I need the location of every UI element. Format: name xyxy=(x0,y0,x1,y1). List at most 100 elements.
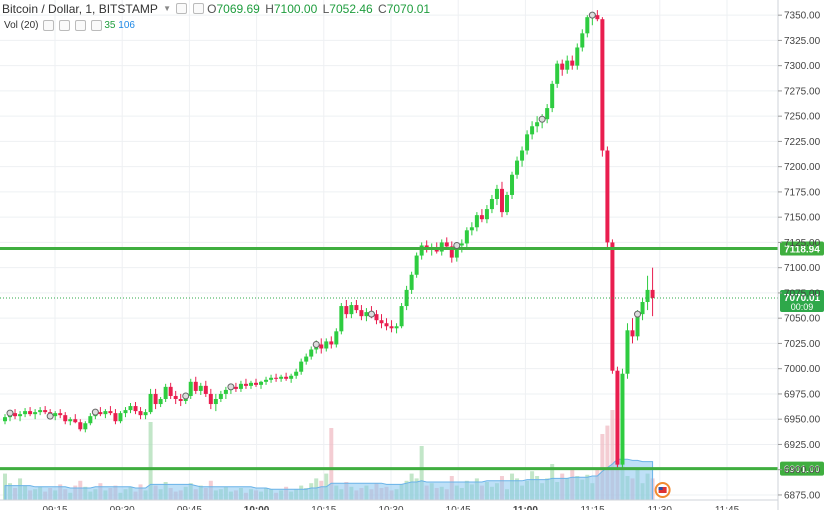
candle-body xyxy=(474,215,479,228)
candle-body xyxy=(565,60,570,70)
volume-value: 35 xyxy=(104,20,116,32)
candle-body xyxy=(299,361,304,372)
candle-body xyxy=(479,215,484,220)
candle-body xyxy=(635,314,640,337)
price-tick-label: 7200.00 xyxy=(784,162,821,173)
last-price-label: 7070.01 xyxy=(784,293,821,304)
candle-body xyxy=(469,227,474,231)
candle-body xyxy=(289,375,294,379)
price-axis[interactable]: 6875.00 6900.00 6925.00 6950.00 6975.00 7000.… xyxy=(777,0,821,510)
price-tick-label: 7300.00 xyxy=(784,61,821,72)
time-tick-label: 11:00 xyxy=(513,505,538,510)
price-tick-label: 6900.00 xyxy=(784,465,821,476)
candle-body xyxy=(389,326,394,329)
volume-bar xyxy=(605,425,610,500)
settings-icon[interactable] xyxy=(192,3,204,15)
time-tick-label: 10:15 xyxy=(311,505,336,510)
settings-icon[interactable] xyxy=(59,20,71,31)
volume-ma-area xyxy=(4,458,654,501)
candle-body xyxy=(344,306,349,315)
candle-body xyxy=(449,246,454,258)
visibility-toggle-icon[interactable] xyxy=(43,20,55,31)
time-tick-label: 11:15 xyxy=(580,505,605,510)
candle-body xyxy=(168,386,173,396)
candle-body xyxy=(58,413,63,416)
candle-body xyxy=(364,312,369,317)
volume-indicator-label[interactable]: Vol (20) xyxy=(4,20,39,32)
candle-body xyxy=(133,406,138,412)
candle-body xyxy=(650,289,655,298)
chevron-down-icon[interactable]: ▼ xyxy=(163,4,172,14)
candle-body xyxy=(138,411,143,416)
candle-body xyxy=(284,376,289,379)
time-tick-label: 11:30 xyxy=(648,505,673,510)
low-label: L xyxy=(322,1,330,16)
candle-body xyxy=(439,242,444,252)
candle-body xyxy=(384,323,389,327)
candle-body xyxy=(254,382,258,385)
symbol-title[interactable]: Bitcoin / Dollar, 1, BITSTAMP xyxy=(2,1,158,16)
level-price-tag xyxy=(780,241,824,256)
candle-body xyxy=(379,320,384,324)
candle-body xyxy=(304,356,309,362)
candle-body xyxy=(630,330,635,337)
candle-body xyxy=(203,385,208,394)
candle-body xyxy=(153,393,158,405)
price-tick-label: 7100.00 xyxy=(784,263,821,274)
visibility-toggle-icon[interactable] xyxy=(176,3,188,15)
candle-body xyxy=(374,314,379,321)
candle-body xyxy=(43,410,48,413)
trade-marker-icon xyxy=(182,392,190,400)
candle-body xyxy=(53,413,58,417)
more-icon[interactable] xyxy=(90,20,102,31)
time-axis[interactable]: 09:15 09:30 09:45 10:00 10:15 10:30 10:45 11:00… xyxy=(0,499,778,510)
candle-body xyxy=(319,344,324,349)
candle-body xyxy=(279,376,284,379)
candle-body xyxy=(570,60,575,66)
high-value: 7100.00 xyxy=(273,1,318,16)
price-tick-label: 6925.00 xyxy=(784,440,821,451)
candle-body xyxy=(23,411,28,415)
candle-body xyxy=(28,411,33,415)
candle-body xyxy=(620,373,625,465)
candle-body xyxy=(595,15,600,20)
candle-body xyxy=(520,150,525,161)
candle-body xyxy=(98,412,103,415)
candle-body xyxy=(73,419,78,423)
candle-body xyxy=(580,33,585,48)
candle-body xyxy=(585,17,590,34)
trade-marker-icon xyxy=(312,340,320,348)
price-tick-label: 7275.00 xyxy=(784,86,821,97)
price-tick-label: 7150.00 xyxy=(784,213,821,224)
candle-body xyxy=(78,422,83,430)
candle-body xyxy=(158,398,163,405)
candle-body xyxy=(494,188,499,199)
candle-body xyxy=(223,389,228,394)
candle-body xyxy=(610,242,615,371)
candle-body xyxy=(309,349,314,357)
candle-body xyxy=(404,289,409,307)
candle-body xyxy=(334,331,339,345)
candle-body xyxy=(128,406,133,411)
candle-body xyxy=(264,379,269,382)
candle-body xyxy=(233,386,238,389)
candle-body xyxy=(208,393,213,405)
low-value: 7052.46 xyxy=(329,1,373,16)
candle-body xyxy=(118,413,123,422)
price-tick-label: 7000.00 xyxy=(784,364,821,375)
candle-body xyxy=(113,413,118,422)
candle-body xyxy=(530,126,535,135)
candle-body xyxy=(339,306,344,332)
close-icon[interactable] xyxy=(74,20,86,31)
price-tick-label: 7125.00 xyxy=(784,238,821,249)
candle-body xyxy=(444,242,449,247)
trade-marker-icon xyxy=(453,241,461,249)
price-tick-label: 7225.00 xyxy=(784,137,821,148)
candle-body xyxy=(499,188,504,213)
candle-body xyxy=(545,108,550,120)
candle-body xyxy=(600,19,605,151)
candle-body xyxy=(198,385,203,391)
candle-body xyxy=(625,330,630,374)
